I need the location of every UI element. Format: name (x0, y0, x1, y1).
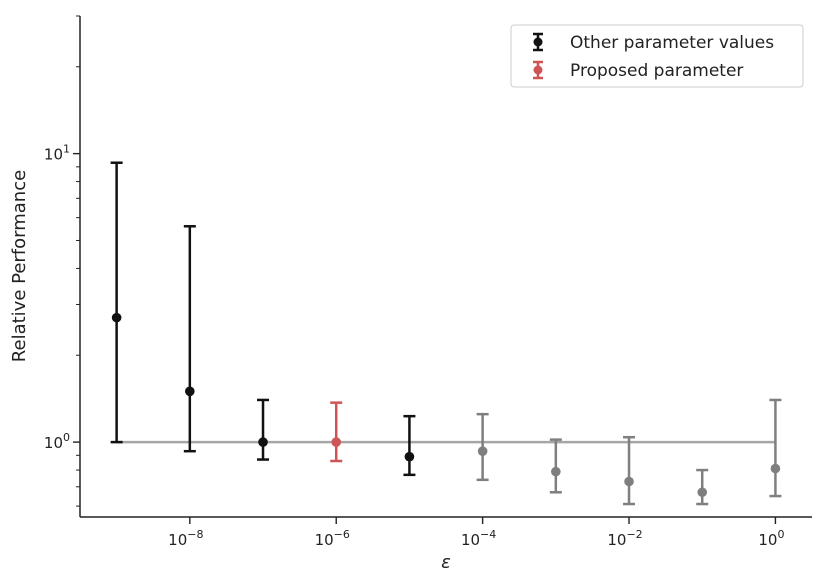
data-point-group (110, 161, 123, 444)
legend-entry: Other parameter values (533, 32, 774, 53)
x-axis-label: ε (441, 552, 451, 573)
plot-area (110, 161, 782, 506)
data-point (624, 476, 634, 487)
data-point-group (183, 225, 196, 453)
legend-marker (533, 37, 543, 47)
x-tick-label: 100 (758, 528, 784, 549)
y-axis-label: Relative Performance (9, 170, 30, 362)
x-tick-label: 10−4 (461, 528, 496, 549)
tick-exponent: −4 (480, 528, 496, 541)
tick-base: 10 (461, 531, 480, 549)
data-point-group (696, 468, 709, 506)
data-point (111, 312, 122, 323)
tick-base: 10 (44, 146, 63, 164)
tick-base: 10 (168, 531, 187, 549)
tick-exponent: 0 (777, 528, 784, 541)
data-point (258, 437, 268, 447)
tick-exponent: 0 (63, 431, 70, 444)
data-point (551, 466, 561, 477)
data-point-group (549, 438, 562, 494)
data-point-group (623, 435, 636, 506)
data-point-group (403, 414, 416, 477)
x-tick-label: 10−2 (607, 528, 642, 549)
tick-base: 10 (607, 531, 626, 549)
data-point (770, 463, 781, 474)
tick-exponent: −2 (626, 528, 642, 541)
tick-base: 10 (44, 434, 63, 452)
y-tick-label: 100 (44, 431, 70, 452)
legend-entry: Proposed parameter (533, 60, 743, 81)
legend-label: Other parameter values (570, 33, 774, 53)
tick-exponent: −8 (187, 528, 203, 541)
x-tick-label: 10−8 (168, 528, 203, 549)
data-point-group (476, 412, 489, 482)
data-point (185, 386, 195, 397)
tick-base: 10 (758, 531, 777, 549)
data-point (404, 451, 415, 462)
legend: Other parameter values Proposed parameter (510, 24, 804, 88)
data-point (331, 437, 342, 447)
tick-base: 10 (315, 531, 334, 549)
legend-box (510, 24, 804, 88)
tick-exponent: 1 (63, 143, 70, 156)
data-point (697, 487, 708, 498)
tick-exponent: −6 (334, 528, 350, 541)
data-point-group (330, 401, 343, 463)
data-point-group (257, 398, 270, 461)
legend-marker (533, 65, 543, 75)
y-tick-label: 101 (44, 143, 70, 164)
legend-label: Proposed parameter (570, 61, 743, 81)
axes (79, 16, 812, 518)
x-tick-label: 10−6 (315, 528, 350, 549)
data-point (477, 446, 488, 456)
data-point-group (769, 398, 782, 498)
